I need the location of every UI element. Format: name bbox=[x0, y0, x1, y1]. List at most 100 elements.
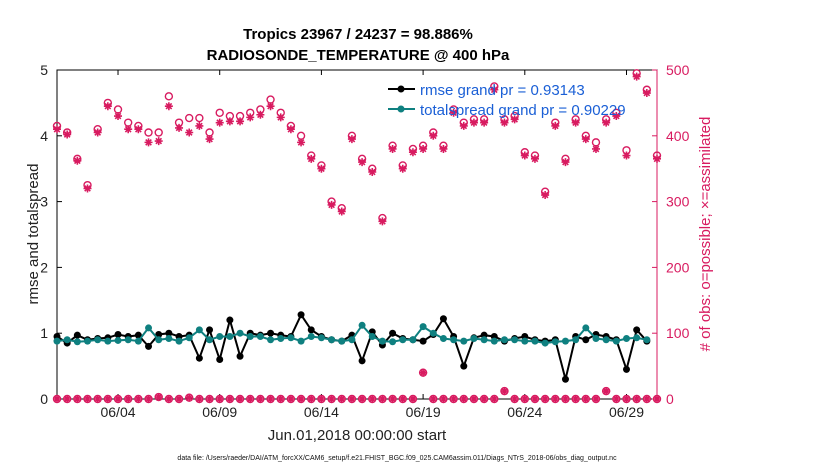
totalspread-point bbox=[185, 334, 193, 342]
assimilated-point bbox=[530, 154, 539, 163]
assimilated-point bbox=[358, 158, 367, 167]
assimilated-zero-point bbox=[83, 395, 92, 403]
rmse-point bbox=[307, 326, 315, 334]
y2-tick-label: 400 bbox=[666, 128, 690, 144]
assimilated-point bbox=[449, 108, 458, 117]
assimilated-zero-point bbox=[205, 395, 214, 403]
assimilated-point bbox=[225, 117, 234, 126]
totalspread-point bbox=[236, 329, 244, 337]
rmse-point bbox=[73, 331, 81, 339]
totalspread-point bbox=[419, 323, 427, 331]
totalspread-point bbox=[328, 336, 336, 344]
assimilated-zero-point bbox=[114, 395, 123, 403]
rmse-point bbox=[165, 329, 173, 337]
totalspread-point bbox=[63, 336, 71, 344]
assimilated-zero-point bbox=[144, 395, 153, 403]
assimilated-zero-point bbox=[307, 395, 316, 403]
totalspread-point bbox=[277, 334, 285, 342]
assimilated-point bbox=[175, 123, 184, 132]
assimilated-zero-point bbox=[73, 395, 82, 403]
assimilated-point bbox=[195, 121, 204, 130]
series-totalspread bbox=[53, 321, 651, 347]
assimilated-point bbox=[185, 128, 194, 137]
totalspread-point bbox=[368, 332, 376, 340]
y-tick-label: 1 bbox=[40, 325, 48, 341]
totalspread-point bbox=[612, 337, 620, 345]
footnote: data file: /Users/raeder/DAI/ATM_forcXX/… bbox=[177, 455, 617, 462]
totalspread-point bbox=[175, 337, 183, 345]
x-tick-label: 06/29 bbox=[609, 404, 644, 420]
assimilated-zero-point bbox=[185, 393, 194, 402]
y-tick-label: 3 bbox=[40, 194, 48, 210]
assimilated-point bbox=[459, 121, 468, 130]
assimilated-point bbox=[581, 135, 590, 144]
assimilated-point bbox=[347, 135, 356, 144]
rmse-point bbox=[226, 316, 234, 324]
totalspread-point bbox=[592, 334, 600, 342]
assimilated-zero-point bbox=[378, 395, 387, 403]
y2-tick-label: 200 bbox=[666, 259, 690, 275]
totalspread-point bbox=[500, 336, 508, 344]
assimilated-point bbox=[286, 125, 295, 134]
assimilated-zero-point bbox=[439, 395, 448, 403]
assimilated-point bbox=[317, 164, 326, 173]
totalspread-point bbox=[165, 334, 173, 342]
assimilated-zero-point bbox=[530, 395, 539, 403]
assimilated-point bbox=[520, 151, 529, 160]
rmse-point bbox=[460, 362, 468, 370]
assimilated-zero-point bbox=[520, 395, 529, 403]
legend: rmse grand pr = 0.93143 totalspread gran… bbox=[388, 82, 626, 119]
assimilated-point bbox=[297, 138, 306, 147]
assimilated-zero-point bbox=[246, 395, 255, 403]
totalspread-point bbox=[582, 324, 590, 332]
assimilated-zero-point bbox=[358, 395, 367, 403]
assimilated-zero-point bbox=[581, 395, 590, 403]
assimilated-zero-point bbox=[510, 395, 519, 403]
assimilated-zero-point bbox=[571, 395, 580, 403]
assimilated-zero-point bbox=[124, 395, 133, 403]
rmse-point bbox=[145, 342, 153, 350]
totalspread-point bbox=[643, 336, 651, 344]
assimilated-zero-point bbox=[398, 395, 407, 403]
possible-point bbox=[185, 113, 194, 123]
x-axis-label: Jun.01,2018 00:00:00 start bbox=[268, 427, 447, 444]
totalspread-point bbox=[297, 337, 305, 345]
assimilated-zero-point bbox=[63, 395, 72, 403]
x-tick-label: 06/14 bbox=[304, 404, 339, 420]
y2-tick-label: 100 bbox=[666, 325, 690, 341]
totalspread-point bbox=[378, 337, 386, 345]
assimilated-zero-point bbox=[622, 395, 631, 403]
assimilated-point bbox=[602, 118, 611, 127]
totalspread-point bbox=[206, 336, 214, 344]
rmse-point bbox=[358, 357, 366, 365]
assimilated-point bbox=[144, 138, 153, 147]
assimilated-zero-point bbox=[490, 395, 499, 403]
assimilated-point bbox=[642, 89, 651, 98]
y-tick-label: 4 bbox=[40, 128, 48, 144]
totalspread-point bbox=[226, 332, 234, 340]
assimilated-point bbox=[510, 115, 519, 124]
assimilated-point bbox=[541, 191, 550, 200]
assimilated-point bbox=[653, 154, 661, 163]
assimilated-zero-point bbox=[642, 395, 651, 403]
series-assimilated-zero bbox=[53, 368, 661, 403]
totalspread-point bbox=[256, 332, 264, 340]
totalspread-point bbox=[155, 336, 163, 344]
assimilated-zero-point bbox=[93, 395, 102, 403]
assimilated-zero-point bbox=[103, 395, 112, 403]
rmse-point bbox=[236, 352, 244, 360]
totalspread-point bbox=[460, 337, 468, 345]
assimilated-point bbox=[398, 164, 407, 173]
assimilated-point bbox=[164, 102, 173, 111]
rmse-point bbox=[419, 337, 427, 345]
assimilated-point bbox=[388, 144, 397, 153]
totalspread-point bbox=[267, 336, 275, 344]
assimilated-zero-point bbox=[164, 395, 173, 403]
totalspread-point bbox=[622, 334, 630, 342]
assimilated-zero-point bbox=[408, 395, 417, 403]
y-axis-right: 0 100 200 300 400 500 bbox=[652, 62, 690, 407]
totalspread-point bbox=[511, 336, 519, 344]
totalspread-point bbox=[94, 336, 102, 344]
x-tick-label: 06/19 bbox=[406, 404, 441, 420]
assimilated-point bbox=[591, 144, 600, 153]
